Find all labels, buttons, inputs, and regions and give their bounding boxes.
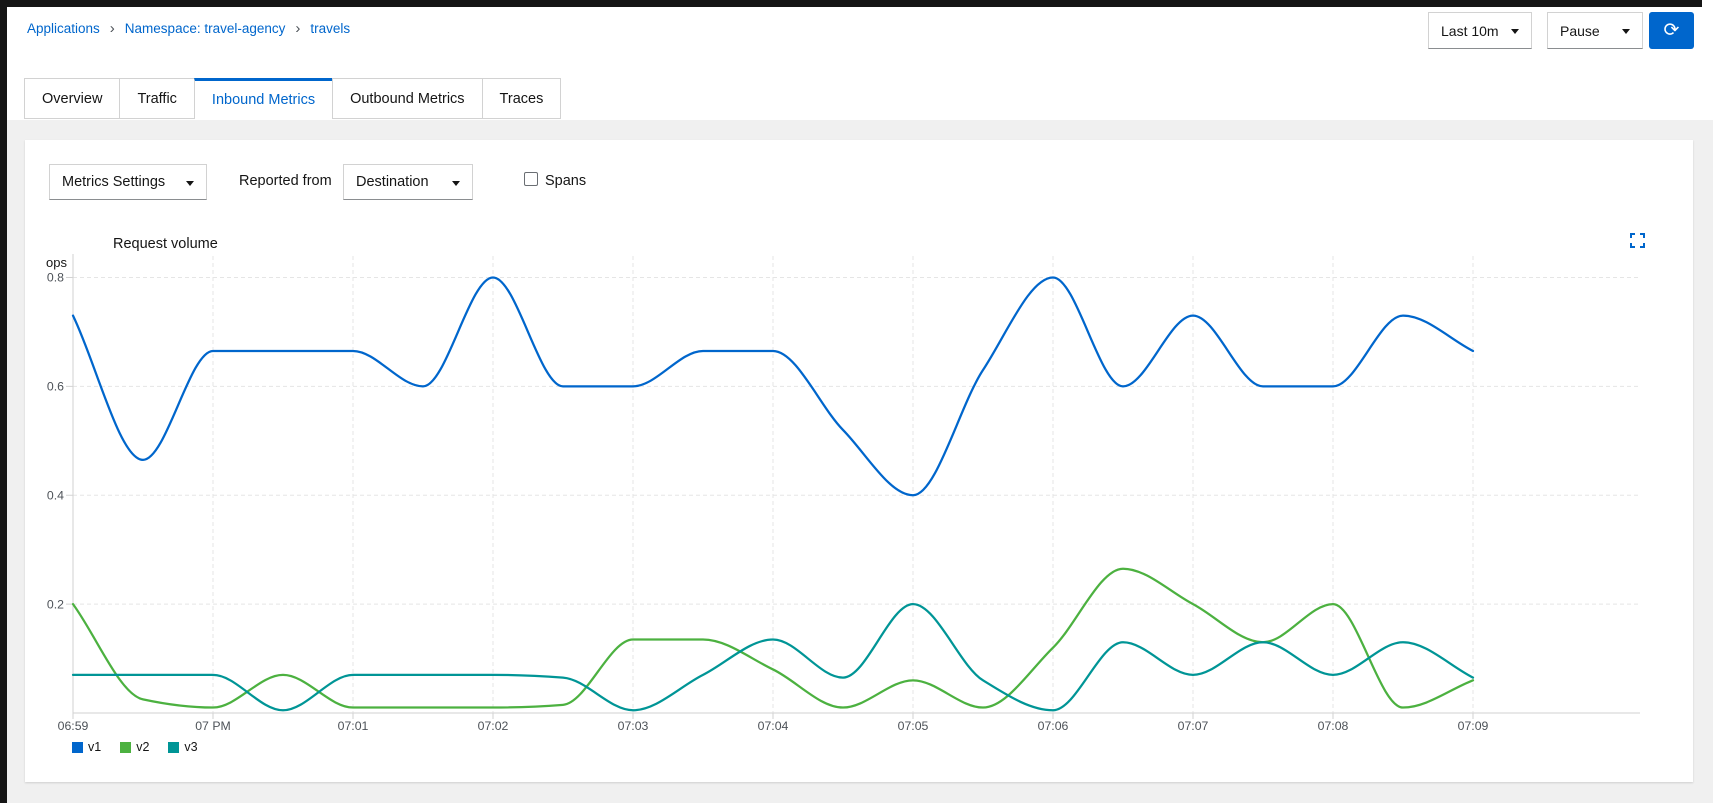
x-tick-label: 07:03 (618, 719, 649, 733)
series-line-v3 (71, 602, 1475, 712)
chevron-down-icon (186, 180, 194, 190)
legend-item-v2[interactable]: v2 (120, 740, 149, 754)
y-axis-unit-label: ops (46, 255, 67, 270)
spans-label: Spans (545, 173, 587, 189)
refresh-interval-dropdown[interactable]: Pause (1547, 12, 1643, 49)
reporter-dropdown[interactable]: Destination (343, 164, 473, 200)
expand-chart-icon[interactable] (1630, 233, 1645, 248)
collapsed-sidebar-edge (0, 0, 7, 803)
chevron-down-icon (452, 180, 460, 190)
legend-label-v2: v2 (136, 740, 150, 754)
x-tick-label: 07:09 (1458, 719, 1489, 733)
chevron-down-icon (1511, 29, 1519, 38)
legend-item-v3[interactable]: v3 (168, 740, 198, 754)
tab-outbound-metrics[interactable]: Outbound Metrics (332, 78, 483, 119)
refresh-button[interactable]: ⟳ (1649, 12, 1694, 49)
chevron-down-icon (1622, 29, 1630, 38)
tab-inbound-metrics[interactable]: Inbound Metrics (193, 78, 334, 119)
refresh-interval-value: Pause (1560, 22, 1600, 39)
breadcrumb: Applications › Namespace: travel-agency … (27, 21, 350, 36)
spans-checkbox[interactable] (524, 172, 538, 186)
duration-dropdown-value: Last 10m (1441, 22, 1499, 39)
legend-label-v1: v1 (88, 740, 102, 754)
x-tick-label: 07:02 (478, 719, 509, 733)
x-tick-label: 07:01 (338, 719, 369, 733)
metrics-settings-dropdown[interactable]: Metrics Settings (49, 164, 207, 200)
x-tick-label: 07:06 (1038, 719, 1069, 733)
legend-item-v1[interactable]: v1 (72, 740, 101, 754)
legend-label-v3: v3 (184, 740, 198, 754)
breadcrumb-link-applications[interactable]: Applications (27, 21, 100, 36)
chevron-right-icon: › (295, 20, 301, 37)
metrics-settings-label: Metrics Settings (62, 174, 166, 190)
x-tick-label: 07 PM (195, 719, 231, 733)
x-tick-label: 07:07 (1178, 719, 1209, 733)
chart-title: Request volume (113, 236, 218, 252)
x-tick-label: 07:04 (758, 719, 789, 733)
series-line-v2 (71, 567, 1475, 709)
chart-legend: v1 v2 v3 (72, 740, 198, 754)
x-tick-label: 07:08 (1318, 719, 1349, 733)
breadcrumb-link-namespace[interactable]: Namespace: travel-agency (124, 21, 286, 36)
reported-from-label: Reported from (239, 173, 332, 189)
x-tick-label: 06:59 (58, 719, 89, 733)
duration-dropdown[interactable]: Last 10m (1428, 12, 1532, 49)
legend-swatch-v1 (72, 741, 83, 753)
refresh-icon: ⟳ (1663, 20, 1680, 41)
series-line-v1 (71, 276, 1475, 497)
reporter-dropdown-value: Destination (356, 174, 429, 190)
y-tick-label: 0.4 (47, 488, 64, 502)
detail-tabs: Overview Traffic Inbound Metrics Outboun… (24, 78, 562, 119)
inbound-metrics-card: Metrics Settings Reported from Destinati… (25, 140, 1693, 782)
tab-overview[interactable]: Overview (24, 78, 121, 119)
y-tick-label: 0.2 (47, 597, 64, 611)
x-tick-label: 07:05 (898, 719, 929, 733)
y-tick-label: 0.6 (47, 380, 64, 394)
legend-swatch-v2 (120, 741, 132, 753)
masthead-top-edge (0, 0, 1702, 7)
chevron-right-icon: › (109, 20, 115, 37)
legend-swatch-v3 (168, 741, 180, 753)
y-tick-label: 0.8 (47, 271, 64, 285)
request-volume-chart[interactable]: 0.2 0.4 0.6 0.8 06:59 07 PM 07:01 07:02 07:03 07:… (36, 226, 1676, 781)
tab-traces[interactable]: Traces (481, 78, 562, 119)
tab-traffic[interactable]: Traffic (119, 78, 195, 119)
breadcrumb-link-app[interactable]: travels (310, 21, 351, 36)
